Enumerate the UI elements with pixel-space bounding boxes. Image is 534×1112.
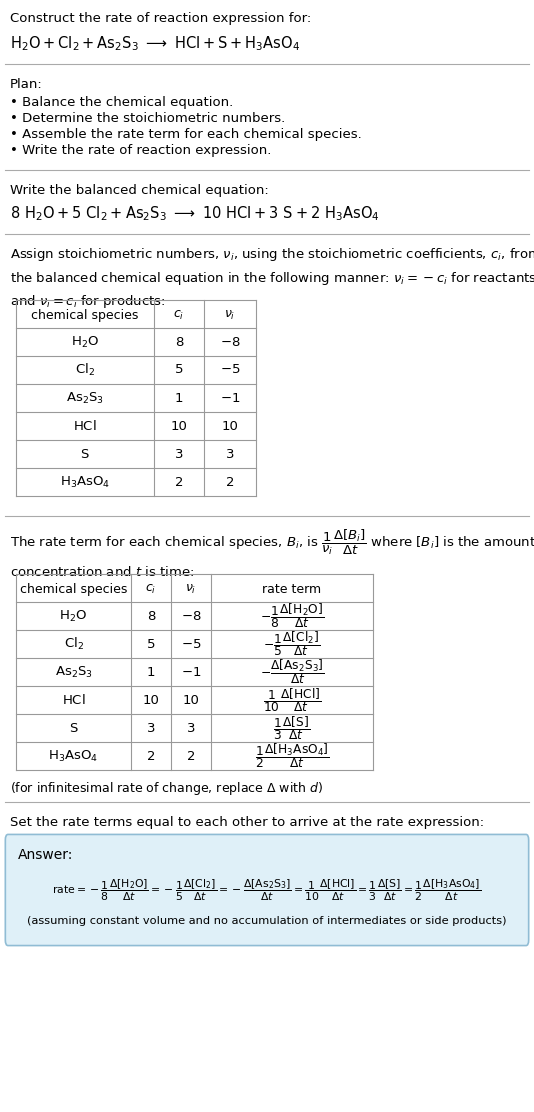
Text: 1: 1	[175, 391, 183, 405]
Text: chemical species: chemical species	[32, 309, 139, 322]
Text: 3: 3	[147, 722, 155, 735]
Text: $-1$: $-1$	[181, 665, 201, 678]
Text: $-\dfrac{1}{5}\dfrac{\Delta[\mathrm{Cl_2}]}{\Delta t}$: $-\dfrac{1}{5}\dfrac{\Delta[\mathrm{Cl_2…	[263, 629, 321, 658]
Text: (for infinitesimal rate of change, replace $\Delta$ with $d$): (for infinitesimal rate of change, repla…	[10, 780, 323, 797]
Text: $\mathrm{8\ H_2O + 5\ Cl_2 + As_2S_3 \ \longrightarrow \ 10\ HCl + 3\ S + 2\ H_3: $\mathrm{8\ H_2O + 5\ Cl_2 + As_2S_3 \ \…	[10, 203, 380, 222]
Text: 10: 10	[222, 419, 239, 433]
Text: 5: 5	[175, 364, 183, 377]
Text: 2: 2	[175, 476, 183, 488]
Text: Assign stoichiometric numbers, $\nu_i$, using the stoichiometric coefficients, $: Assign stoichiometric numbers, $\nu_i$, …	[10, 246, 534, 310]
Text: 10: 10	[143, 694, 160, 706]
Text: 2: 2	[147, 749, 155, 763]
Text: $\mathrm{As_2S_3}$: $\mathrm{As_2S_3}$	[54, 665, 92, 679]
Text: $-5$: $-5$	[181, 637, 201, 651]
Text: 2: 2	[187, 749, 195, 763]
Text: (assuming constant volume and no accumulation of intermediates or side products): (assuming constant volume and no accumul…	[27, 916, 507, 926]
Text: 8: 8	[175, 336, 183, 348]
Text: • Determine the stoichiometric numbers.: • Determine the stoichiometric numbers.	[10, 112, 285, 125]
Text: $\mathrm{H_2O}$: $\mathrm{H_2O}$	[71, 335, 99, 349]
Text: rate term: rate term	[262, 583, 321, 596]
Text: $\mathrm{HCl}$: $\mathrm{HCl}$	[61, 693, 85, 707]
Text: Plan:: Plan:	[10, 78, 43, 91]
Text: • Write the rate of reaction expression.: • Write the rate of reaction expression.	[10, 143, 271, 157]
Text: $\mathrm{H_3AsO_4}$: $\mathrm{H_3AsO_4}$	[49, 748, 99, 764]
Text: $c_i$: $c_i$	[145, 583, 156, 596]
Text: $\mathrm{S}$: $\mathrm{S}$	[80, 447, 90, 460]
Text: $\nu_i$: $\nu_i$	[224, 309, 235, 322]
Text: chemical species: chemical species	[20, 583, 127, 596]
Text: $\mathrm{Cl_2}$: $\mathrm{Cl_2}$	[75, 361, 95, 378]
Text: $\mathrm{H_3AsO_4}$: $\mathrm{H_3AsO_4}$	[60, 475, 110, 489]
Text: $\nu_i$: $\nu_i$	[185, 583, 197, 596]
Text: $\mathrm{H_2O + Cl_2 + As_2S_3 \ \longrightarrow \ HCl + S + H_3AsO_4}$: $\mathrm{H_2O + Cl_2 + As_2S_3 \ \longri…	[10, 34, 300, 52]
Text: $\dfrac{1}{2}\dfrac{\Delta[\mathrm{H_3AsO_4}]}{\Delta t}$: $\dfrac{1}{2}\dfrac{\Delta[\mathrm{H_3As…	[255, 742, 329, 771]
Text: Write the balanced chemical equation:: Write the balanced chemical equation:	[10, 183, 269, 197]
Text: 5: 5	[147, 637, 155, 651]
Text: $\dfrac{1}{10}\dfrac{\Delta[\mathrm{HCl}]}{\Delta t}$: $\dfrac{1}{10}\dfrac{\Delta[\mathrm{HCl}…	[263, 686, 321, 714]
Text: $\mathrm{HCl}$: $\mathrm{HCl}$	[73, 419, 97, 433]
Text: $\mathrm{rate} = -\dfrac{1}{8}\dfrac{\Delta[\mathrm{H_2O}]}{\Delta t} = -\dfrac{: $\mathrm{rate} = -\dfrac{1}{8}\dfrac{\De…	[52, 878, 482, 903]
Text: $\mathrm{Cl_2}$: $\mathrm{Cl_2}$	[64, 636, 83, 652]
Text: Set the rate terms equal to each other to arrive at the rate expression:: Set the rate terms equal to each other t…	[10, 816, 484, 830]
Text: $-1$: $-1$	[220, 391, 240, 405]
Text: 10: 10	[170, 419, 187, 433]
Text: $\mathrm{S}$: $\mathrm{S}$	[69, 722, 78, 735]
Text: 10: 10	[183, 694, 199, 706]
Text: The rate term for each chemical species, $B_i$, is $\dfrac{1}{\nu_i}\dfrac{\Delt: The rate term for each chemical species,…	[10, 528, 534, 579]
Text: 3: 3	[226, 447, 234, 460]
Text: $-\dfrac{1}{8}\dfrac{\Delta[\mathrm{H_2O}]}{\Delta t}$: $-\dfrac{1}{8}\dfrac{\Delta[\mathrm{H_2O…	[260, 602, 324, 631]
Text: Answer:: Answer:	[18, 848, 73, 862]
Text: 1: 1	[147, 665, 155, 678]
FancyBboxPatch shape	[5, 834, 529, 945]
Text: $\dfrac{1}{3}\dfrac{\Delta[\mathrm{S}]}{\Delta t}$: $\dfrac{1}{3}\dfrac{\Delta[\mathrm{S}]}{…	[273, 714, 310, 742]
Text: $c_i$: $c_i$	[174, 309, 185, 322]
Text: 3: 3	[175, 447, 183, 460]
Text: 3: 3	[187, 722, 195, 735]
Text: $\mathrm{H_2O}$: $\mathrm{H_2O}$	[59, 608, 88, 624]
Text: $\mathrm{As_2S_3}$: $\mathrm{As_2S_3}$	[66, 390, 104, 406]
Text: • Balance the chemical equation.: • Balance the chemical equation.	[10, 96, 233, 109]
Text: $-\dfrac{\Delta[\mathrm{As_2S_3}]}{\Delta t}$: $-\dfrac{\Delta[\mathrm{As_2S_3}]}{\Delt…	[260, 657, 324, 686]
Text: 2: 2	[226, 476, 234, 488]
Text: Construct the rate of reaction expression for:: Construct the rate of reaction expressio…	[10, 12, 311, 24]
Text: • Assemble the rate term for each chemical species.: • Assemble the rate term for each chemic…	[10, 128, 362, 141]
Text: 8: 8	[147, 609, 155, 623]
Text: $-8$: $-8$	[180, 609, 201, 623]
Text: $-5$: $-5$	[220, 364, 240, 377]
Text: $-8$: $-8$	[219, 336, 240, 348]
